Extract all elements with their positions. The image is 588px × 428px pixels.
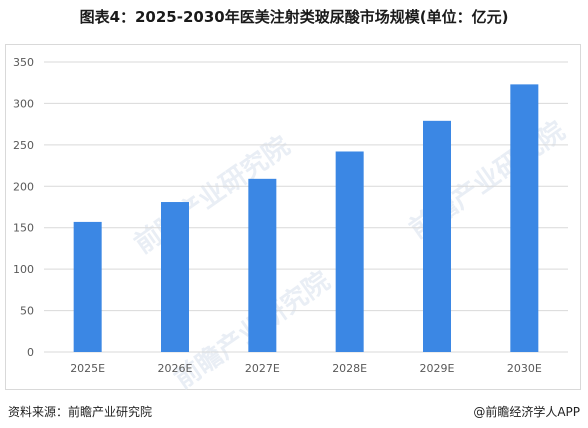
x-tick-label: 2027E: [245, 362, 280, 375]
y-tick-label: 200: [13, 180, 34, 193]
y-tick-label: 250: [13, 139, 34, 152]
gridlines: [44, 61, 568, 353]
chart-frame: [5, 44, 581, 390]
source-note: 资料来源：前瞻产业研究院: [8, 405, 153, 419]
bar-2026E: [161, 202, 189, 352]
x-tick-label: 2028E: [332, 362, 367, 375]
y-tick-label: 350: [13, 56, 34, 69]
credit-note: @前瞻经济学人APP: [473, 405, 580, 419]
bar-2030E: [510, 84, 539, 352]
y-tick-label: 100: [13, 263, 34, 276]
y-axis-ticks: 0 50 100 150 200 250 300 350: [13, 56, 34, 359]
bar-2029E: [423, 120, 451, 352]
chart-title: 图表4：2025-2030年医美注射类玻尿酸市场规模(单位：亿元): [79, 8, 509, 26]
y-tick-label: 150: [13, 222, 34, 235]
bars: [73, 84, 539, 352]
x-tick-label: 2026E: [158, 362, 193, 375]
y-tick-label: 50: [20, 305, 34, 318]
bar-2028E: [335, 151, 364, 352]
x-tick-label: 2030E: [507, 362, 542, 375]
x-axis-ticks: 2025E 2026E 2027E 2028E 2029E 2030E: [70, 362, 542, 375]
bar-2027E: [248, 178, 277, 352]
y-tick-label: 0: [27, 346, 34, 359]
x-tick-label: 2025E: [70, 362, 105, 375]
bar-2025E: [73, 221, 102, 352]
x-tick-label: 2029E: [420, 362, 455, 375]
y-tick-label: 300: [13, 97, 34, 110]
